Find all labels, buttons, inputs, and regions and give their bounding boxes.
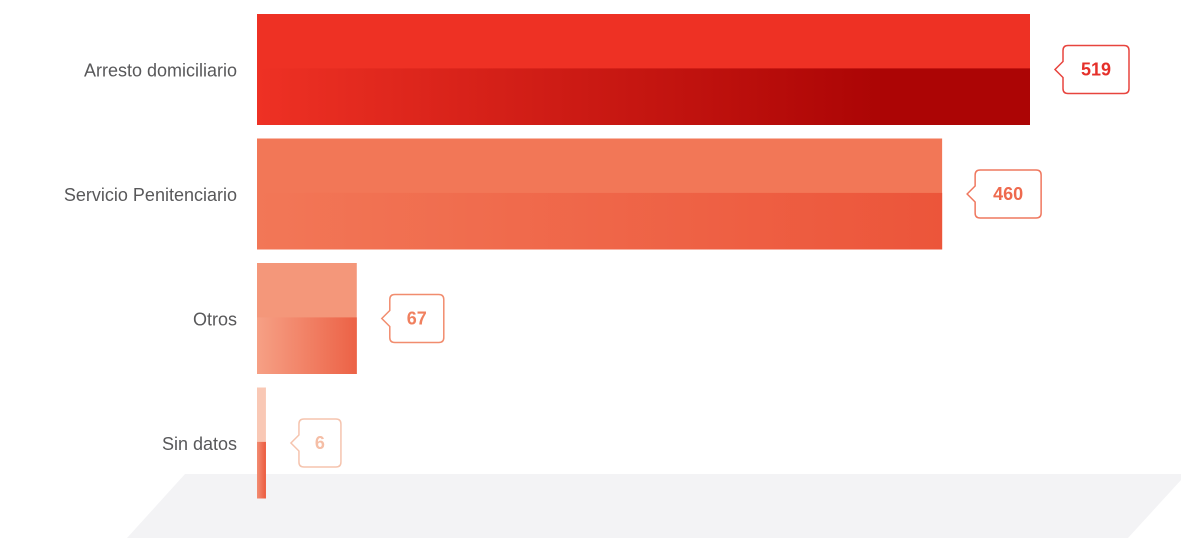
- value-label: 519: [1081, 59, 1111, 79]
- value-callout: [1053, 44, 1130, 95]
- value-callout: [966, 169, 1042, 219]
- bar: [257, 387, 266, 499]
- value-label: 6: [315, 433, 325, 453]
- category-label: Sin datos: [162, 434, 237, 454]
- bar: [257, 14, 1030, 125]
- value-callout: [289, 418, 342, 468]
- category-label: Arresto domiciliario: [84, 60, 237, 80]
- value-label: 460: [993, 184, 1023, 204]
- value-callout: [380, 293, 445, 344]
- category-label: Servicio Penitenciario: [64, 185, 237, 205]
- value-label: 67: [407, 308, 427, 328]
- platform: [127, 474, 1181, 538]
- bar: [257, 263, 357, 374]
- category-label: Otros: [193, 309, 237, 329]
- bar: [257, 138, 943, 250]
